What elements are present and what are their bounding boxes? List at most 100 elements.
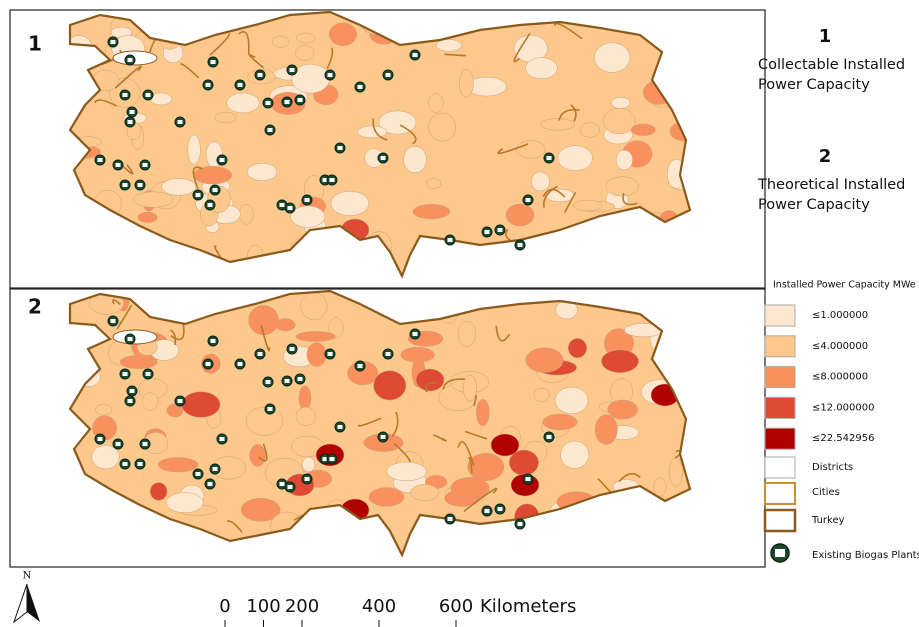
district <box>295 45 314 60</box>
district <box>580 123 599 138</box>
scale-label: 600 <box>439 596 473 617</box>
legend-swatch <box>765 397 795 418</box>
biogas-plant-icon <box>298 98 303 102</box>
biogas-plant-icon <box>213 188 218 192</box>
district <box>526 348 564 373</box>
biogas-plant-icon <box>116 163 121 167</box>
legend-label: ≤1.000000 <box>812 310 868 321</box>
district <box>543 414 578 430</box>
district <box>669 457 682 486</box>
district <box>506 204 534 226</box>
district <box>250 444 266 466</box>
biogas-plant-icon <box>208 482 213 486</box>
biogas-plant-icon <box>128 399 133 403</box>
district <box>142 393 158 411</box>
biogas-plant-icon <box>280 482 285 486</box>
district <box>558 146 593 171</box>
biogas-plant-icon <box>338 146 343 150</box>
biogas-plant-icon <box>526 477 531 481</box>
map-page: 1 2 1 Collectable Installed Power Capaci… <box>0 0 919 627</box>
biogas-plant-icon <box>98 437 103 441</box>
north-arrow <box>27 584 40 622</box>
district <box>491 434 519 456</box>
biogas-plant-icon <box>258 352 263 356</box>
biogas-plant-icon <box>196 193 201 197</box>
biogas-plant-icon <box>220 158 225 162</box>
biogas-plant-icon <box>498 228 503 232</box>
biogas-plant-icon <box>178 120 183 124</box>
legend-label: Cities <box>812 487 840 498</box>
district <box>606 177 639 196</box>
district <box>302 457 315 472</box>
district <box>374 371 406 400</box>
legend-swatch <box>765 457 795 478</box>
biogas-plant-icon <box>128 337 133 341</box>
district <box>429 113 456 141</box>
biogas-plant-icon <box>288 206 293 210</box>
biogas-plant-icon <box>211 60 216 64</box>
district <box>416 369 444 391</box>
district <box>134 192 173 208</box>
district <box>299 386 311 411</box>
biogas-plant-icon <box>238 362 243 366</box>
district <box>166 492 203 512</box>
district <box>436 39 461 51</box>
district <box>426 179 441 189</box>
biogas-plant-icon <box>268 407 273 411</box>
district <box>95 404 111 415</box>
scale-label: 400 <box>362 596 396 617</box>
district <box>246 407 283 435</box>
biogas-plant-icon <box>111 319 116 323</box>
biogas-plant-icon <box>498 507 503 511</box>
district <box>413 204 450 219</box>
title-number: 1 <box>819 26 832 47</box>
district <box>215 112 236 123</box>
legend-swatch <box>765 483 795 504</box>
biogas-plant-icon <box>330 178 335 182</box>
north-arrow <box>14 584 27 622</box>
district <box>603 108 635 134</box>
title-number: 2 <box>819 146 832 167</box>
biogas-plant-icon <box>146 93 151 97</box>
legend-label: Turkey <box>811 515 845 526</box>
biogas-plant-icon <box>266 380 271 384</box>
biogas-plant-icon <box>98 158 103 162</box>
district <box>459 70 473 98</box>
biogas-plant-icon <box>386 73 391 77</box>
district <box>275 319 295 331</box>
district <box>555 387 588 414</box>
biogas-plant-icon <box>485 230 490 234</box>
biogas-plant-icon <box>413 53 418 57</box>
district <box>631 124 655 136</box>
district <box>411 484 439 501</box>
biogas-plant-icon <box>518 243 523 247</box>
district <box>301 293 327 320</box>
district <box>560 441 588 469</box>
biogas-plant-icon <box>290 347 295 351</box>
biogas-plant-icon <box>285 100 290 104</box>
biogas-plant-icon <box>130 110 135 114</box>
district <box>369 488 404 507</box>
district <box>616 150 633 170</box>
biogas-plant-icon <box>413 332 418 336</box>
legend-swatch <box>765 510 795 531</box>
legend-swatch <box>765 428 795 449</box>
district <box>526 58 558 79</box>
district <box>150 483 167 501</box>
biogas-plant-icon <box>123 93 128 97</box>
biogas-plant-icon <box>196 472 201 476</box>
biogas-plant-icon <box>285 379 290 383</box>
biogas-plant-icon <box>268 128 273 132</box>
biogas-plant-icon <box>138 462 143 466</box>
legend-icon <box>771 544 789 562</box>
biogas-plant-icon <box>518 522 523 526</box>
biogas-plant-icon <box>328 73 333 77</box>
map: 1 2 1 Collectable Installed Power Capaci… <box>0 0 919 627</box>
district <box>227 93 260 113</box>
district <box>594 43 630 73</box>
district <box>463 375 476 401</box>
legend-label: ≤12.000000 <box>812 402 874 413</box>
biogas-plant-icon <box>328 352 333 356</box>
district <box>182 392 220 418</box>
biogas-plant-icon <box>123 372 128 376</box>
